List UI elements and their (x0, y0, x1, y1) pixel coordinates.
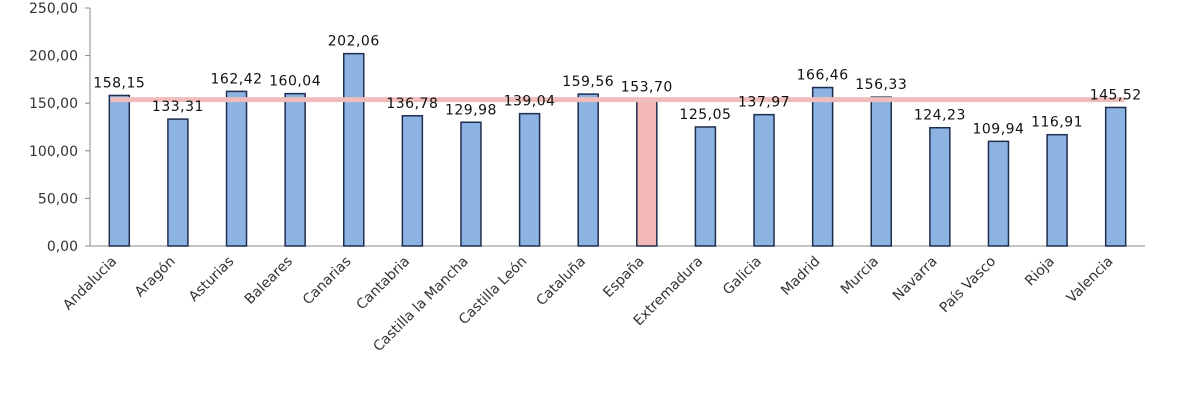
x-tick-label: Andalucia (60, 254, 120, 314)
value-label: 136,78 (386, 96, 438, 112)
bar (460, 121, 482, 247)
x-tick-label: Baleares (242, 254, 296, 308)
x-tick-label: Rioja (1022, 254, 1058, 290)
x-tick-label: Canarias (300, 254, 355, 309)
bar (694, 126, 717, 247)
bar (343, 52, 365, 247)
y-tick-label: 200,00 (29, 49, 78, 65)
x-tick-label: Asturias (186, 254, 237, 305)
x-tick-label: Cantabria (353, 254, 413, 314)
value-label: 125,05 (679, 107, 731, 123)
bar (284, 92, 306, 247)
bar (1104, 106, 1127, 247)
y-tick-label: 0,00 (47, 239, 78, 255)
value-label: 156,33 (855, 77, 907, 93)
y-tick-label: 100,00 (29, 144, 78, 160)
x-tick-label: Cataluña (533, 254, 589, 310)
bar (225, 90, 248, 247)
x-tick-label: España (600, 254, 647, 301)
value-label: 137,97 (738, 95, 790, 111)
value-label: 145,52 (1090, 87, 1142, 103)
bar (811, 86, 834, 247)
bar (929, 126, 951, 247)
value-label: 124,23 (914, 108, 966, 124)
y-tick-label: 250,00 (29, 1, 78, 17)
value-label: 133,31 (152, 99, 204, 115)
x-tick-label: Navarra (890, 254, 941, 305)
bar (753, 113, 775, 247)
value-label: 116,91 (1031, 115, 1083, 131)
value-label: 153,70 (621, 80, 673, 96)
value-label: 139,04 (504, 94, 556, 110)
x-tick-label: Murcia (838, 254, 882, 298)
bar (108, 94, 131, 247)
bar (167, 118, 189, 247)
y-tick-label: 150,00 (29, 96, 78, 112)
x-tick-label: Aragón (132, 254, 179, 301)
value-label: 166,46 (797, 68, 849, 84)
bar (870, 96, 892, 247)
y-tick-label: 50,00 (38, 191, 78, 207)
bar (987, 140, 1010, 247)
value-label: 109,94 (972, 121, 1024, 137)
value-label: 158,15 (93, 75, 145, 91)
value-label: 129,98 (445, 102, 497, 118)
x-tick-label: Madrid (778, 254, 823, 299)
bar (1046, 133, 1068, 247)
bar (577, 93, 599, 247)
value-label: 202,06 (328, 34, 380, 50)
value-label: 162,42 (211, 71, 263, 87)
value-label: 160,04 (269, 74, 321, 90)
bar (518, 112, 541, 247)
bar (401, 115, 424, 247)
x-tick-label: Valencia (1064, 254, 1117, 307)
bar (636, 98, 658, 247)
x-tick-label: Galicia (720, 254, 765, 299)
value-label: 159,56 (562, 74, 614, 90)
x-tick-label: País Vasco (937, 254, 1000, 317)
